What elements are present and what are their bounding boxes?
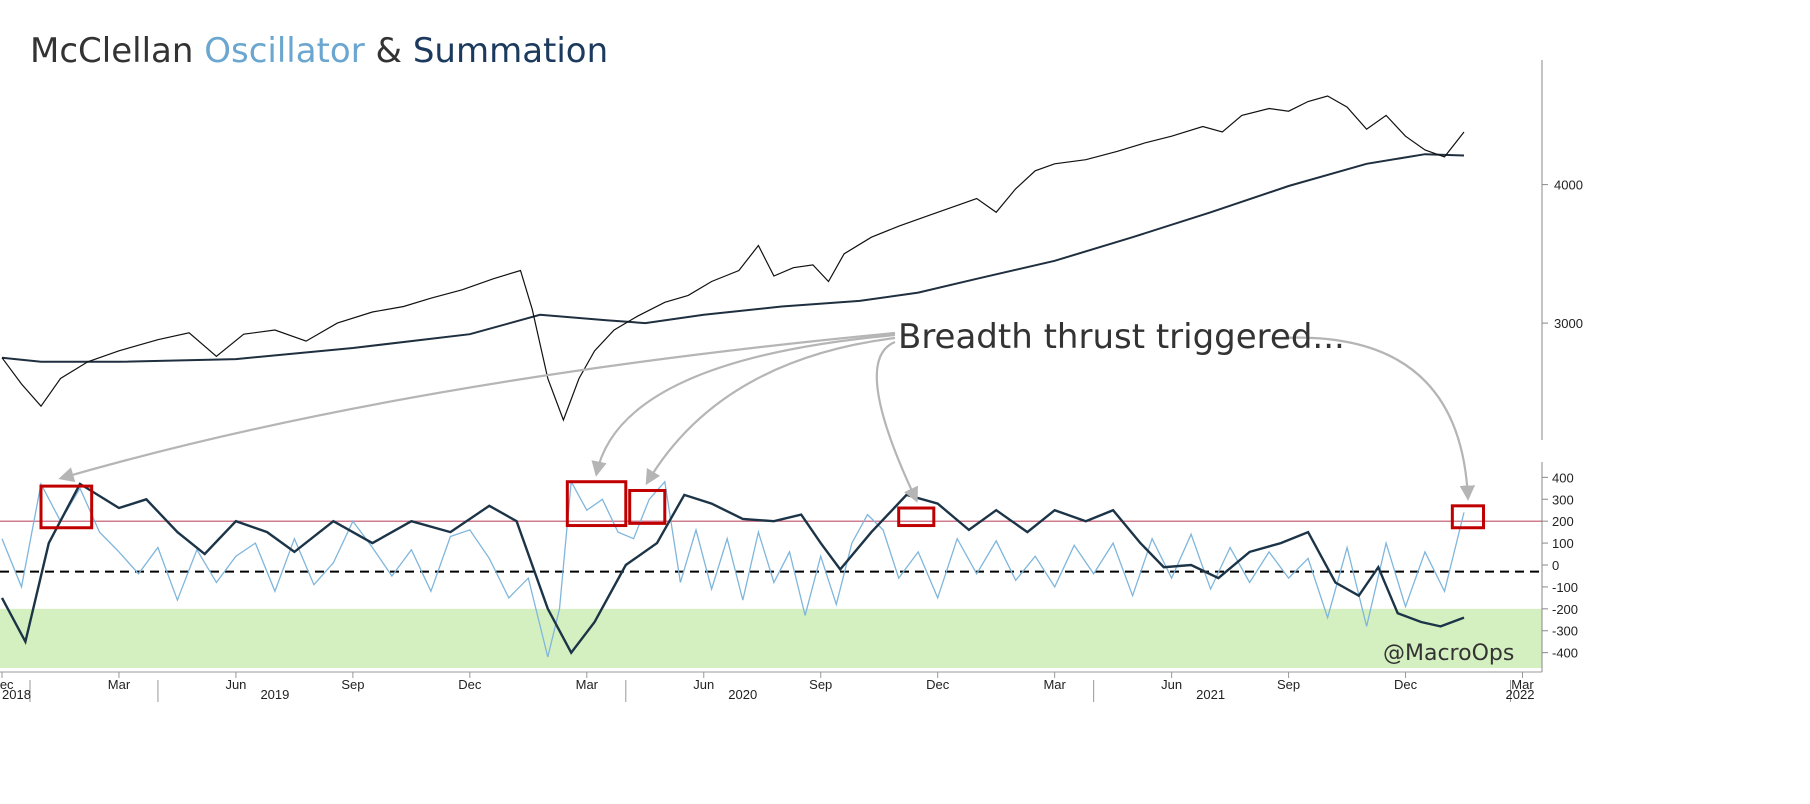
signal-box bbox=[1450, 504, 1486, 530]
month-label: Jun bbox=[225, 677, 246, 692]
chart-title: McClellan Oscillator & Summation bbox=[30, 31, 608, 71]
oscillator-panel: 400 300 200 100 0 -100 -200 -300 -400 bbox=[0, 462, 1578, 672]
price-tick-label: 4000 bbox=[1554, 178, 1583, 193]
title-part-4: Summation bbox=[413, 31, 608, 71]
oscillator-tick-label: 300 bbox=[1552, 492, 1574, 507]
signal-box bbox=[897, 506, 936, 528]
oversold-zone bbox=[0, 608, 1542, 668]
annotation-arrow bbox=[875, 340, 918, 503]
year-label: 2019 bbox=[260, 687, 289, 702]
annotation-arrow bbox=[645, 336, 896, 486]
oscillator-tick-label: 200 bbox=[1552, 514, 1574, 529]
title-part-2: Oscillator bbox=[204, 31, 364, 71]
signal-box bbox=[39, 484, 94, 530]
annotation-text: Breadth thrust triggered... bbox=[898, 317, 1345, 357]
month-label: Dec bbox=[926, 677, 950, 692]
year-label: 2021 bbox=[1196, 687, 1225, 702]
oscillator-tick-label: -400 bbox=[1552, 646, 1578, 661]
price-panel: 3000 4000 bbox=[1, 60, 1583, 440]
year-label: 2020 bbox=[728, 687, 757, 702]
oscillator-tick-label: 0 bbox=[1552, 558, 1559, 573]
month-label: Mar bbox=[1043, 677, 1066, 692]
x-axis-months: Dec Mar Jun Sep Dec Mar Jun Sep Dec Mar Jun Sep Dec M… bbox=[0, 672, 1534, 692]
month-label: Dec bbox=[458, 677, 482, 692]
price-y-axis-ticks: 3000 4000 bbox=[1542, 178, 1583, 331]
year-label: 2022 bbox=[1506, 687, 1535, 702]
oscillator-tick-label: 100 bbox=[1552, 536, 1574, 551]
breadth-thrust-boxes bbox=[39, 480, 1486, 530]
oscillator-y-axis-ticks: 400 300 200 100 0 -100 -200 -300 -400 bbox=[1542, 470, 1578, 661]
year-label: 2018 bbox=[2, 687, 31, 702]
x-axis-years: 2018 2019 2020 2021 2022 bbox=[2, 680, 1534, 702]
oscillator-tick-label: -300 bbox=[1552, 624, 1578, 639]
signal-box bbox=[565, 480, 628, 528]
oscillator-tick-label: 400 bbox=[1552, 470, 1574, 485]
month-label: Jun bbox=[1161, 677, 1182, 692]
month-label: Mar bbox=[1511, 677, 1534, 692]
annotation-arrow bbox=[591, 333, 896, 477]
watermark: @MacroOps bbox=[1383, 641, 1514, 666]
signal-box bbox=[628, 488, 667, 525]
summation-line bbox=[0, 482, 1465, 655]
moving-average-line bbox=[1, 153, 1465, 363]
month-label: Mar bbox=[108, 677, 131, 692]
title-part-3: & bbox=[365, 31, 413, 71]
oscillator-tick-label: -100 bbox=[1552, 580, 1578, 595]
annotation-arrow bbox=[58, 331, 896, 483]
oscillator-tick-label: -200 bbox=[1552, 602, 1578, 617]
month-label: Sep bbox=[341, 677, 364, 692]
month-label: Dec bbox=[1394, 677, 1418, 692]
title-part-1: McClellan bbox=[30, 31, 204, 71]
month-label: Dec bbox=[0, 677, 14, 692]
month-label: Sep bbox=[1277, 677, 1300, 692]
month-label: Mar bbox=[576, 677, 599, 692]
month-label: Jun bbox=[693, 677, 714, 692]
annotation-arrow bbox=[1281, 336, 1476, 501]
annotation-arrows bbox=[58, 331, 1476, 503]
x-axis: Dec Mar Jun Sep Dec Mar Jun Sep Dec Mar Jun Sep Dec M… bbox=[0, 671, 1542, 702]
price-line bbox=[1, 95, 1465, 422]
month-label: Sep bbox=[809, 677, 832, 692]
price-tick-label: 3000 bbox=[1554, 316, 1583, 331]
